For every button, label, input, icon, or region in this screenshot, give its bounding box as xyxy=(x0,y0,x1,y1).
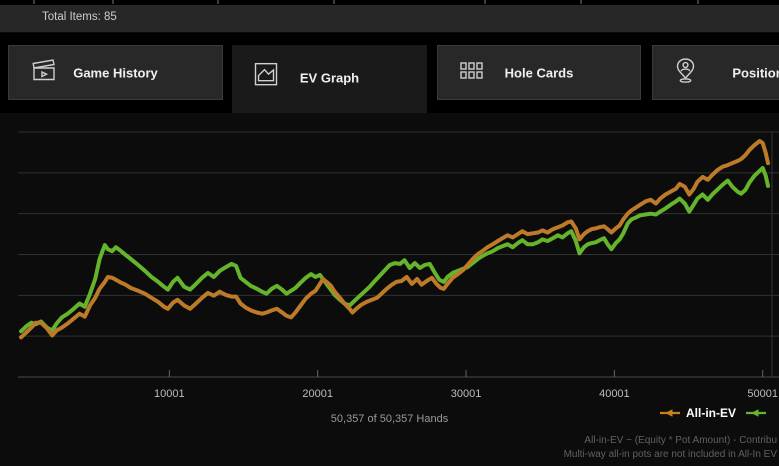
tab-label: Game History xyxy=(73,65,158,80)
chart-footnotes: All-in-EV ~ (Equity * Pot Amount) - Cont… xyxy=(564,434,777,462)
ev-line-winnings xyxy=(19,166,770,334)
x-tick-label: 10001 xyxy=(154,388,185,400)
tab-hole-cards[interactable]: Hole Cards xyxy=(437,45,641,100)
tab-ev-graph[interactable]: EV Graph xyxy=(232,45,427,113)
tab-position[interactable]: Position xyxy=(652,45,779,100)
column-divider xyxy=(697,0,699,4)
column-divider xyxy=(580,0,582,4)
total-items-label: Total Items: 85 xyxy=(42,11,117,23)
ev-graph-panel: 10001 20001 30001 40001 50001 50,357 of 50,3… xyxy=(0,113,779,466)
line-chart-icon xyxy=(254,62,278,91)
footnote-ev-formula: All-in-EV ~ (Equity * Pot Amount) - Cont… xyxy=(584,435,777,446)
chart-legend: All-in-EV xyxy=(660,406,766,420)
table-remnant-strip xyxy=(0,0,779,5)
column-divider xyxy=(112,0,114,4)
tab-game-history[interactable]: Game History xyxy=(8,45,223,100)
ev-line-All-in-EV xyxy=(19,139,770,340)
x-tick-label: 20001 xyxy=(302,388,333,400)
footnote-multiway: Multi-way all-in pots are not included i… xyxy=(563,449,777,460)
all-in-ev-legend-marker xyxy=(660,409,680,417)
tab-label: EV Graph xyxy=(299,70,360,86)
column-divider xyxy=(217,0,219,4)
hands-count-label: 50,357 of 50,357 Hands xyxy=(330,413,449,425)
clapperboard-icon xyxy=(31,58,57,87)
ev-chart: 10001 20001 30001 40001 50001 xyxy=(18,131,779,400)
legend-label-all-in-ev: All-in-EV xyxy=(686,406,736,420)
card-grid-icon xyxy=(460,61,483,84)
total-items-bar: Total Items: 85 xyxy=(0,5,779,33)
x-tick-label: 50001 xyxy=(747,388,778,400)
x-tick-label: 30001 xyxy=(451,388,482,400)
tab-label: Hole Cards xyxy=(504,65,574,80)
person-pin-icon xyxy=(675,57,696,88)
x-tick-label: 40001 xyxy=(599,388,630,400)
column-divider xyxy=(33,0,35,4)
column-divider xyxy=(484,0,486,4)
winnings-legend-marker xyxy=(746,409,766,417)
column-divider xyxy=(333,0,335,4)
tab-label: Position xyxy=(732,65,779,80)
